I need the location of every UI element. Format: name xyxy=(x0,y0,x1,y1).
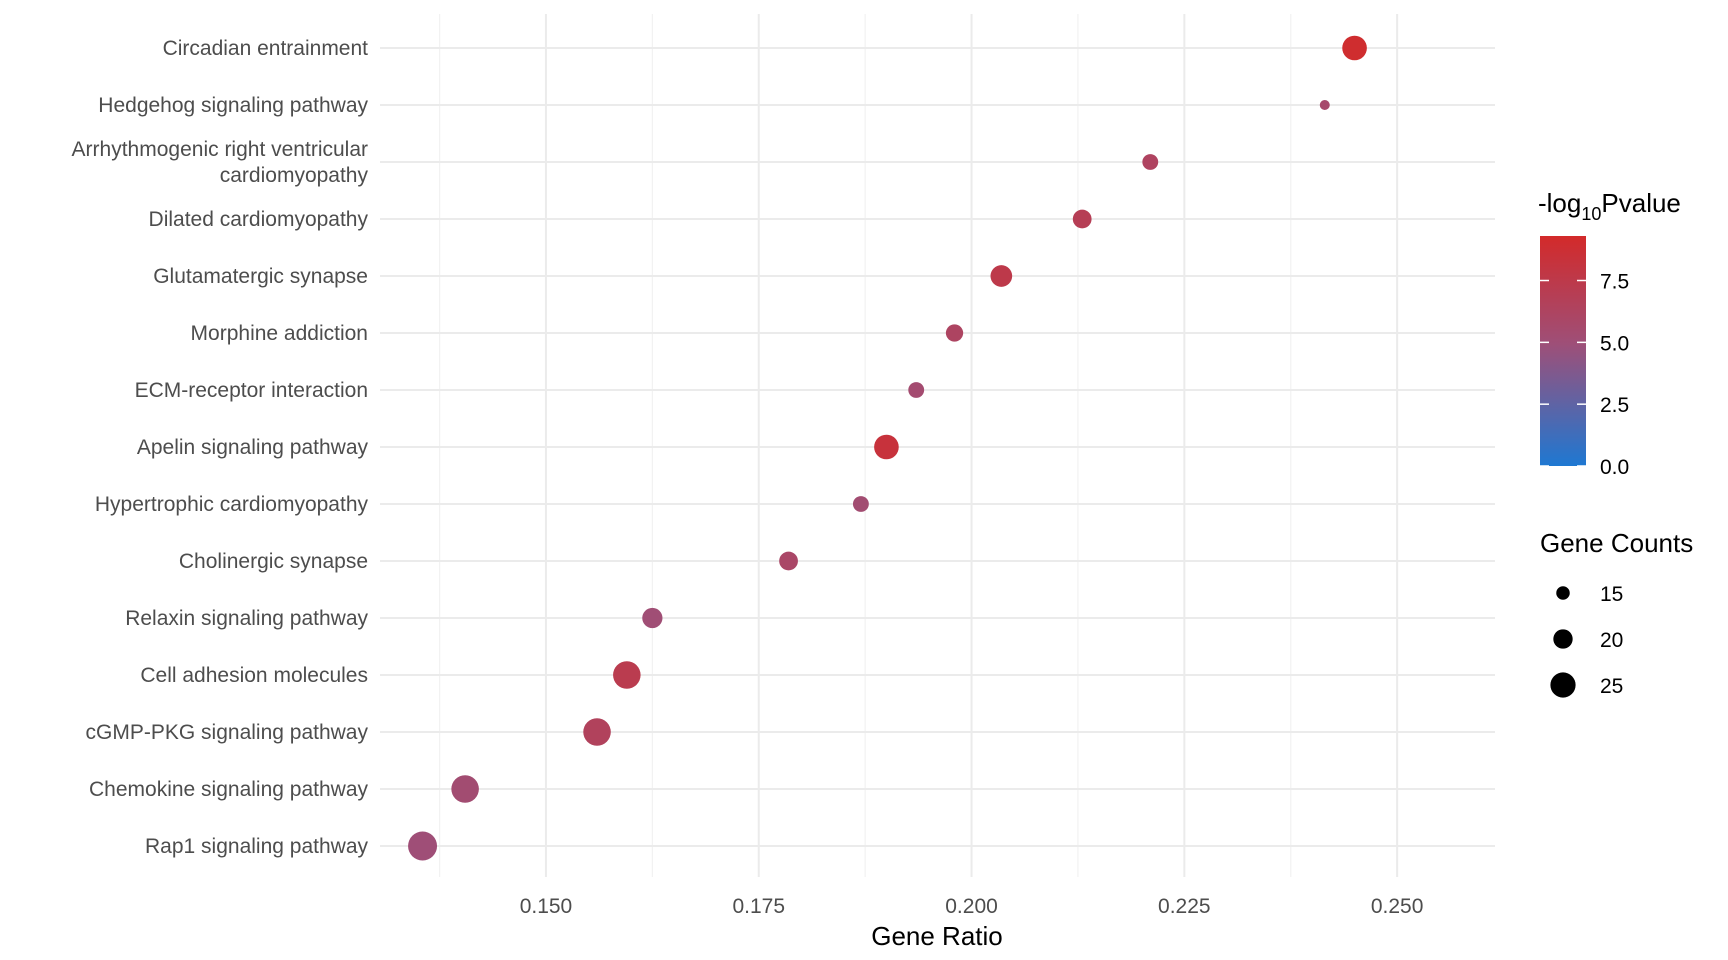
x-tick-label: 0.250 xyxy=(1371,895,1424,918)
y-tick-label: cGMP-PKG signaling pathway xyxy=(86,721,369,744)
y-tick-label: Cell adhesion molecules xyxy=(140,664,368,687)
color-legend-label: 2.5 xyxy=(1600,394,1629,417)
color-legend: -log10Pvalue 0.0 2.5 5.0 7.5 xyxy=(1538,188,1681,479)
grid xyxy=(380,14,1495,877)
x-tick-label: 0.175 xyxy=(732,895,785,918)
data-point xyxy=(583,718,611,746)
data-point xyxy=(908,382,925,398)
color-legend-label: 7.5 xyxy=(1600,271,1629,294)
data-point xyxy=(1142,154,1159,170)
y-tick-label: Glutamatergic synapse xyxy=(153,265,368,288)
x-axis-title: Gene Ratio xyxy=(871,921,1003,951)
color-legend-title-subscript: 10 xyxy=(1581,204,1601,224)
data-point xyxy=(613,661,641,689)
x-tick-label: 0.225 xyxy=(1158,895,1211,918)
y-tick-label: Cholinergic synapse xyxy=(179,550,368,573)
y-axis-labels: Circadian entrainment Hedgehog signaling … xyxy=(72,37,369,858)
points xyxy=(408,35,1367,861)
size-legend-label: 20 xyxy=(1600,629,1623,652)
color-legend-label: 0.0 xyxy=(1600,456,1629,479)
size-legend-dot xyxy=(1556,586,1570,600)
color-bar xyxy=(1540,236,1586,466)
y-tick-label: Apelin signaling pathway xyxy=(137,436,369,459)
x-axis-labels: 0.150 0.175 0.200 0.225 0.250 xyxy=(520,895,1424,918)
data-point xyxy=(642,607,663,629)
y-tick-label: Rap1 signaling pathway xyxy=(145,835,368,858)
data-point xyxy=(1342,35,1367,61)
color-legend-title-suffix: Pvalue xyxy=(1601,188,1681,218)
y-tick-label: Chemokine signaling pathway xyxy=(89,778,368,801)
color-legend-label: 5.0 xyxy=(1600,332,1629,355)
y-tick-label: Hedgehog signaling pathway xyxy=(98,94,368,117)
y-tick-label: cardiomyopathy xyxy=(220,164,369,187)
data-point xyxy=(451,775,479,803)
data-point xyxy=(1072,209,1092,229)
y-tick-label: ECM-receptor interaction xyxy=(135,379,368,402)
y-tick-label: Relaxin signaling pathway xyxy=(125,607,368,630)
x-tick-label: 0.200 xyxy=(945,895,998,918)
size-legend: Gene Counts 15 20 25 xyxy=(1540,528,1693,698)
data-point xyxy=(779,551,798,571)
color-legend-title-prefix: -log xyxy=(1538,188,1581,218)
data-point xyxy=(408,831,438,861)
y-tick-label: Arrhythmogenic right ventricular xyxy=(72,138,368,161)
y-tick-label: Dilated cardiomyopathy xyxy=(149,208,369,231)
y-tick-label: Hypertrophic cardiomyopathy xyxy=(95,493,369,516)
data-point xyxy=(990,265,1013,287)
y-tick-label: Circadian entrainment xyxy=(163,37,369,60)
color-legend-title: -log10Pvalue xyxy=(1538,188,1681,224)
size-legend-label: 25 xyxy=(1600,675,1623,698)
size-legend-title: Gene Counts xyxy=(1540,528,1693,558)
y-tick-label: Morphine addiction xyxy=(191,322,368,345)
data-point xyxy=(1319,100,1330,110)
data-point xyxy=(852,496,869,512)
size-legend-dot xyxy=(1553,629,1573,649)
data-point xyxy=(945,324,964,342)
size-legend-label: 15 xyxy=(1600,583,1623,606)
data-point xyxy=(874,434,899,460)
x-tick-label: 0.150 xyxy=(520,895,573,918)
size-legend-dot xyxy=(1550,672,1576,698)
